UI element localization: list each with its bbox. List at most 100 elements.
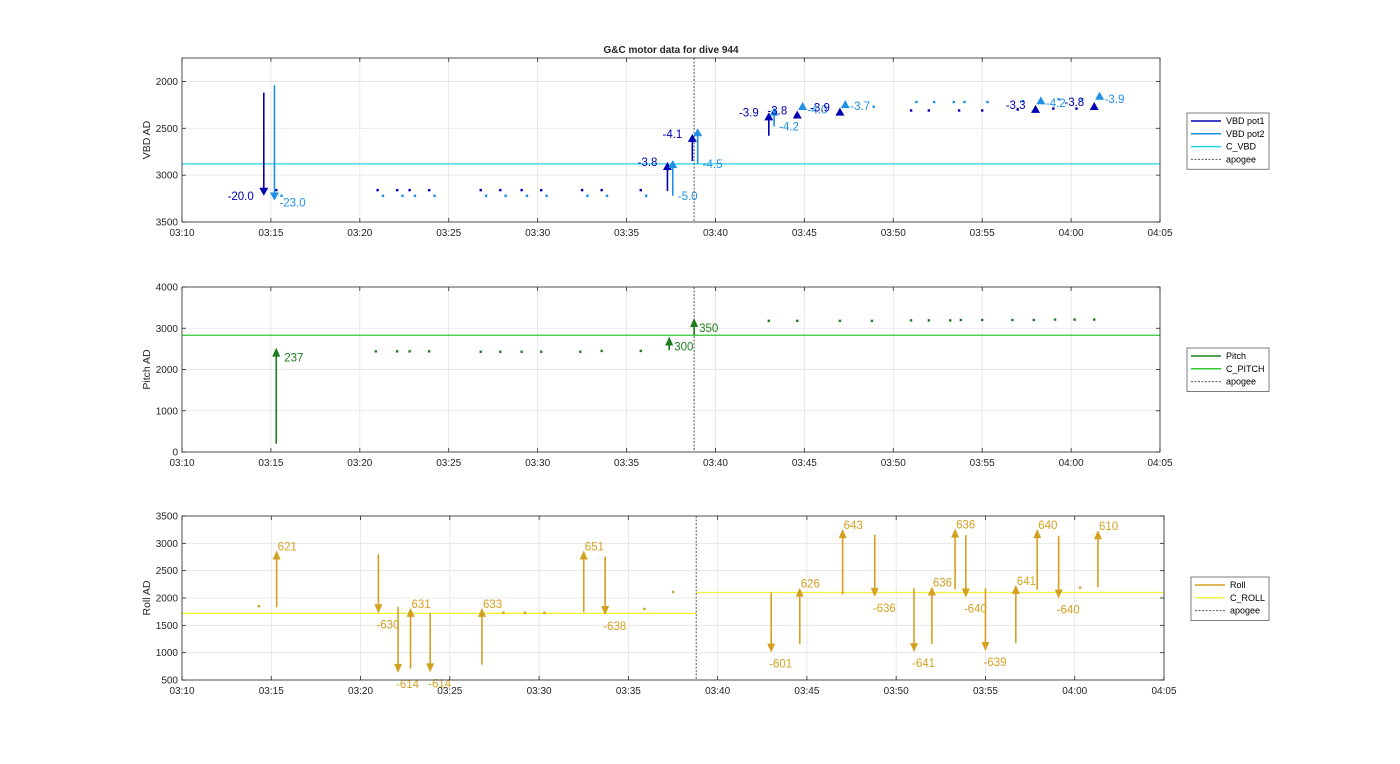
x-tick-label: 03:10: [169, 458, 194, 469]
arrow-head: [767, 643, 776, 653]
data-point: [909, 319, 913, 322]
arrow-head: [769, 107, 779, 116]
arrow-label: -4.5: [703, 159, 723, 171]
panel-vbd: -20.0-23.0-3.8-5.0-4.1-4.5-3.9-4.2-3.8 -4…: [141, 57, 1270, 239]
data-point: [952, 100, 955, 104]
arrow-head: [477, 607, 486, 617]
data-point: [413, 194, 417, 197]
data-point: [957, 109, 961, 112]
y-tick-label: 2500: [156, 124, 179, 135]
arrow-head: [579, 550, 588, 560]
y-tick-label: 2000: [156, 594, 179, 605]
data-point: [600, 349, 603, 353]
arrow-label: 636: [933, 578, 952, 590]
data-point: [1073, 318, 1076, 321]
y-tick-label: 500: [161, 676, 178, 687]
data-point: [1093, 318, 1096, 321]
arrow-head: [690, 317, 699, 327]
data-point: [408, 350, 411, 353]
x-tick-label: 03:15: [259, 686, 284, 697]
data-point: [523, 611, 527, 614]
data-point: [484, 194, 488, 197]
data-point: [525, 194, 529, 197]
y-tick-label: 3500: [156, 512, 179, 523]
data-point: [539, 350, 543, 353]
y-tick-label: 3000: [156, 539, 179, 550]
data-point: [539, 188, 543, 192]
x-tick-label: 03:40: [705, 686, 730, 697]
arrow-head: [272, 347, 281, 357]
arrow-label: 633: [483, 599, 502, 611]
arrow-head: [687, 133, 697, 142]
data-point: [1016, 108, 1019, 111]
x-tick-label: 03:55: [970, 228, 995, 239]
arrow-label: 621: [278, 541, 297, 553]
arrow-head: [910, 643, 919, 653]
legend-entry: apogee: [1226, 377, 1256, 387]
data-point: [520, 188, 523, 192]
arrow-label: -3.8: [638, 157, 658, 169]
y-tick-label: 3000: [156, 324, 179, 335]
data-point: [1078, 586, 1082, 589]
arrow-label: -640: [1057, 605, 1080, 617]
arrow-label: -4.1: [663, 129, 683, 141]
arrow-head: [668, 160, 678, 169]
data-point: [927, 109, 931, 112]
x-tick-label: 03:20: [347, 458, 372, 469]
x-tick-label: 03:45: [794, 686, 819, 697]
data-point: [838, 319, 842, 323]
arrow-label: 631: [412, 599, 431, 611]
data-point: [586, 194, 589, 197]
x-tick-label: 03:15: [258, 228, 283, 239]
data-point: [963, 100, 966, 104]
panel-roll: 621 -630 -614 631 -614 633 651 -638 -601 626 643 -6…: [141, 512, 1270, 697]
data-point: [433, 194, 436, 197]
x-tick-label: 04:05: [1151, 686, 1176, 697]
data-point: [643, 607, 646, 611]
x-tick-label: 03:55: [973, 686, 998, 697]
arrow-label: -23.0: [279, 197, 305, 209]
arrow-label: -638: [603, 621, 626, 633]
x-tick-label: 03:30: [525, 458, 550, 469]
arrow-head: [1093, 530, 1102, 540]
data-point: [545, 194, 548, 197]
x-tick-label: 03:10: [169, 228, 194, 239]
figure-title: G&C motor data for dive 944: [603, 45, 738, 56]
y-tick-label: 1500: [156, 621, 179, 632]
data-point: [395, 188, 399, 192]
x-tick-label: 03:45: [792, 228, 817, 239]
arrow-head: [272, 550, 281, 560]
arrow-label: -20.0: [228, 191, 254, 203]
arrow-head: [1089, 102, 1099, 111]
legend-entry: Roll: [1230, 580, 1246, 590]
arrow-label: -640: [964, 603, 987, 615]
arrow-head: [406, 607, 415, 617]
data-point: [499, 350, 502, 353]
arrow-head: [795, 587, 804, 597]
arrow-head: [798, 102, 808, 111]
x-tick-label: 04:05: [1147, 228, 1172, 239]
arrow-head: [693, 128, 703, 137]
arrow-label: 300: [674, 342, 693, 354]
data-point: [520, 350, 523, 353]
arrow-head: [1033, 529, 1042, 539]
arrow-label: -3.3: [1006, 100, 1026, 112]
arrow-label: -614: [428, 678, 452, 690]
data-point: [499, 188, 502, 192]
x-tick-label: 03:35: [614, 458, 639, 469]
x-tick-label: 03:20: [347, 228, 372, 239]
x-tick-label: 03:50: [881, 228, 906, 239]
arrow-label: -3.9: [1105, 94, 1125, 106]
x-tick-label: 03:25: [436, 458, 461, 469]
arrow-label: 610: [1099, 521, 1118, 533]
arrow-head: [870, 587, 879, 597]
data-point: [502, 611, 505, 614]
data-point: [872, 105, 875, 108]
data-point: [1052, 107, 1055, 110]
data-point: [986, 100, 989, 104]
arrow-head: [835, 107, 845, 116]
data-point: [427, 188, 431, 192]
x-tick-label: 04:05: [1147, 458, 1172, 469]
